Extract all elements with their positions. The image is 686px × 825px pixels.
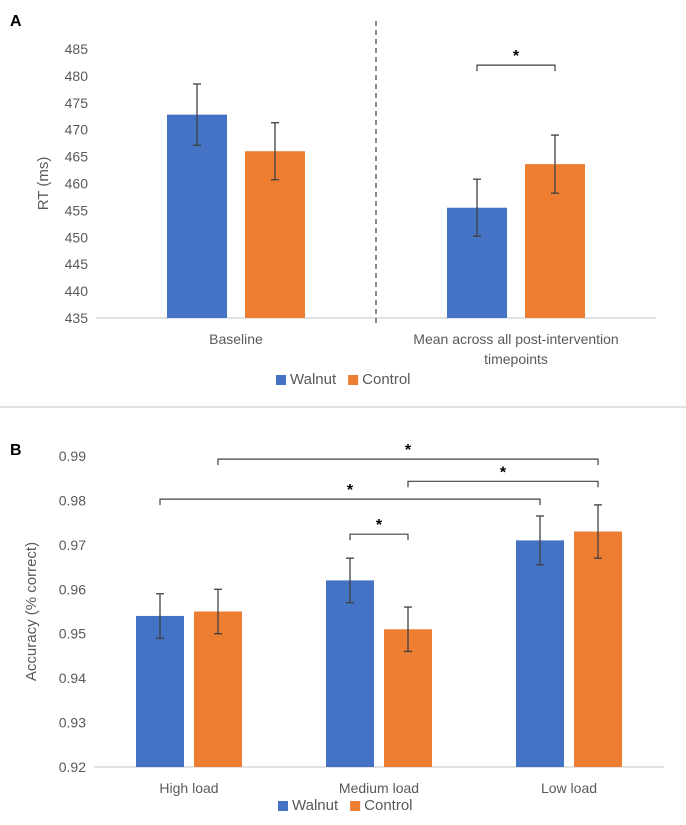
bar-walnut [136, 615, 184, 767]
panel-a-chart: A 435 440 445 450 455 460 465 470 475 480 485 RT (ms… [10, 13, 656, 388]
significance-star: * [500, 464, 507, 481]
legend-swatch [278, 801, 288, 811]
y-tick-label: 460 [65, 176, 89, 192]
y-tick-label: 485 [65, 41, 89, 57]
y-tick-label: 480 [65, 68, 89, 84]
y-tick-label: 435 [65, 310, 89, 326]
y-tick-label: 445 [65, 256, 89, 272]
error-bar [473, 178, 481, 237]
significance-bracket [159, 498, 541, 506]
panel-label: B [10, 442, 22, 459]
significance-star: * [405, 442, 412, 459]
legend-swatch [350, 801, 361, 811]
bar-walnut [326, 580, 374, 767]
panel-b-chart: B 0.92 0.93 0.94 0.95 0.96 0.97 0.98 0.99 Accurac… [10, 442, 664, 814]
y-tick-label: 0.99 [59, 448, 86, 464]
legend-swatch [276, 375, 286, 385]
y-tick-label: 0.92 [59, 759, 86, 775]
error-bar [271, 122, 279, 181]
x-category-label: High load [159, 780, 218, 796]
significance-star: * [347, 482, 354, 499]
significance-star: * [376, 517, 383, 534]
bar-control [384, 629, 432, 767]
x-category-label: Mean across all post-intervention [413, 331, 618, 347]
error-bar [404, 606, 412, 653]
bar-walnut [516, 540, 564, 767]
error-bar [536, 515, 544, 566]
y-tick-label: 465 [65, 149, 89, 165]
error-bar [346, 557, 354, 604]
error-bar [156, 593, 164, 639]
bar-walnut [167, 114, 227, 318]
panel-label: A [10, 13, 22, 30]
x-category-label: Low load [541, 780, 597, 796]
significance-bracket [407, 480, 599, 488]
y-tick-label: 475 [65, 95, 89, 111]
significance-star: * [513, 48, 520, 65]
y-tick-label: 440 [65, 283, 89, 299]
error-bar [193, 83, 201, 146]
error-bar [594, 504, 602, 559]
y-tick-label: 0.97 [59, 537, 86, 553]
y-axis-title: Accuracy (% correct) [23, 542, 40, 681]
y-tick-label: 455 [65, 202, 89, 218]
y-tick-label: 470 [65, 122, 89, 138]
bar-control [574, 531, 622, 767]
error-bar [551, 134, 559, 194]
significance-bracket [217, 458, 599, 466]
significance-bracket [349, 533, 409, 541]
error-bar [214, 588, 222, 635]
y-tick-label: 0.94 [59, 670, 86, 686]
x-category-label: timepoints [484, 351, 548, 367]
y-tick-label: 0.96 [59, 581, 86, 597]
x-category-label: Medium load [339, 780, 419, 796]
y-tick-label: 0.93 [59, 715, 86, 731]
significance-bracket [476, 64, 556, 72]
legend-swatch [348, 375, 359, 385]
legend-label: Control [364, 797, 412, 814]
y-axis-title: RT (ms) [35, 157, 52, 211]
legend-label: Walnut [292, 797, 339, 814]
y-tick-label: 0.98 [59, 492, 86, 508]
y-tick-label: 0.95 [59, 626, 86, 642]
bar-control [194, 611, 242, 767]
y-tick-label: 450 [65, 229, 89, 245]
legend-label: Control [362, 371, 410, 388]
x-category-label: Baseline [209, 331, 263, 347]
legend-label: Walnut [290, 371, 337, 388]
